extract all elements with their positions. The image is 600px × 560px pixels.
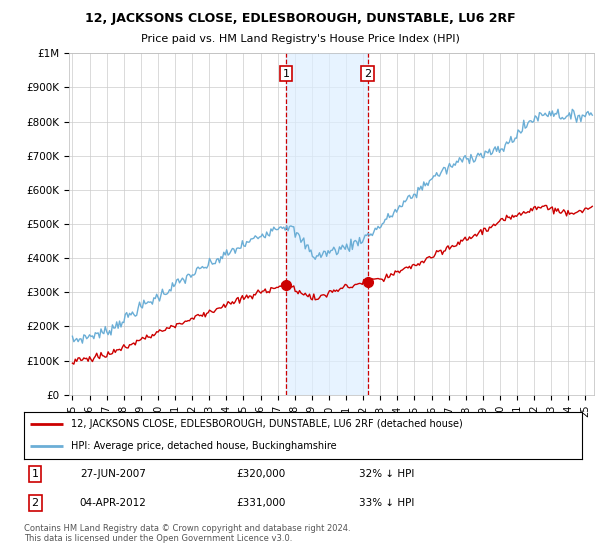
Text: 32% ↓ HPI: 32% ↓ HPI xyxy=(359,469,414,479)
Text: Contains HM Land Registry data © Crown copyright and database right 2024.
This d: Contains HM Land Registry data © Crown c… xyxy=(24,524,350,543)
Text: 2: 2 xyxy=(32,498,39,508)
Text: 1: 1 xyxy=(283,69,290,79)
Text: 2: 2 xyxy=(364,69,371,79)
Text: £331,000: £331,000 xyxy=(236,498,286,508)
Text: £320,000: £320,000 xyxy=(236,469,285,479)
Text: 27-JUN-2007: 27-JUN-2007 xyxy=(80,469,146,479)
Text: 1: 1 xyxy=(32,469,38,479)
Text: 12, JACKSONS CLOSE, EDLESBOROUGH, DUNSTABLE, LU6 2RF (detached house): 12, JACKSONS CLOSE, EDLESBOROUGH, DUNSTA… xyxy=(71,419,463,430)
Text: Price paid vs. HM Land Registry's House Price Index (HPI): Price paid vs. HM Land Registry's House … xyxy=(140,34,460,44)
Bar xyxy=(286,53,368,395)
Text: 33% ↓ HPI: 33% ↓ HPI xyxy=(359,498,414,508)
Text: HPI: Average price, detached house, Buckinghamshire: HPI: Average price, detached house, Buck… xyxy=(71,441,337,451)
Text: 12, JACKSONS CLOSE, EDLESBOROUGH, DUNSTABLE, LU6 2RF: 12, JACKSONS CLOSE, EDLESBOROUGH, DUNSTA… xyxy=(85,12,515,25)
Text: 04-APR-2012: 04-APR-2012 xyxy=(80,498,146,508)
